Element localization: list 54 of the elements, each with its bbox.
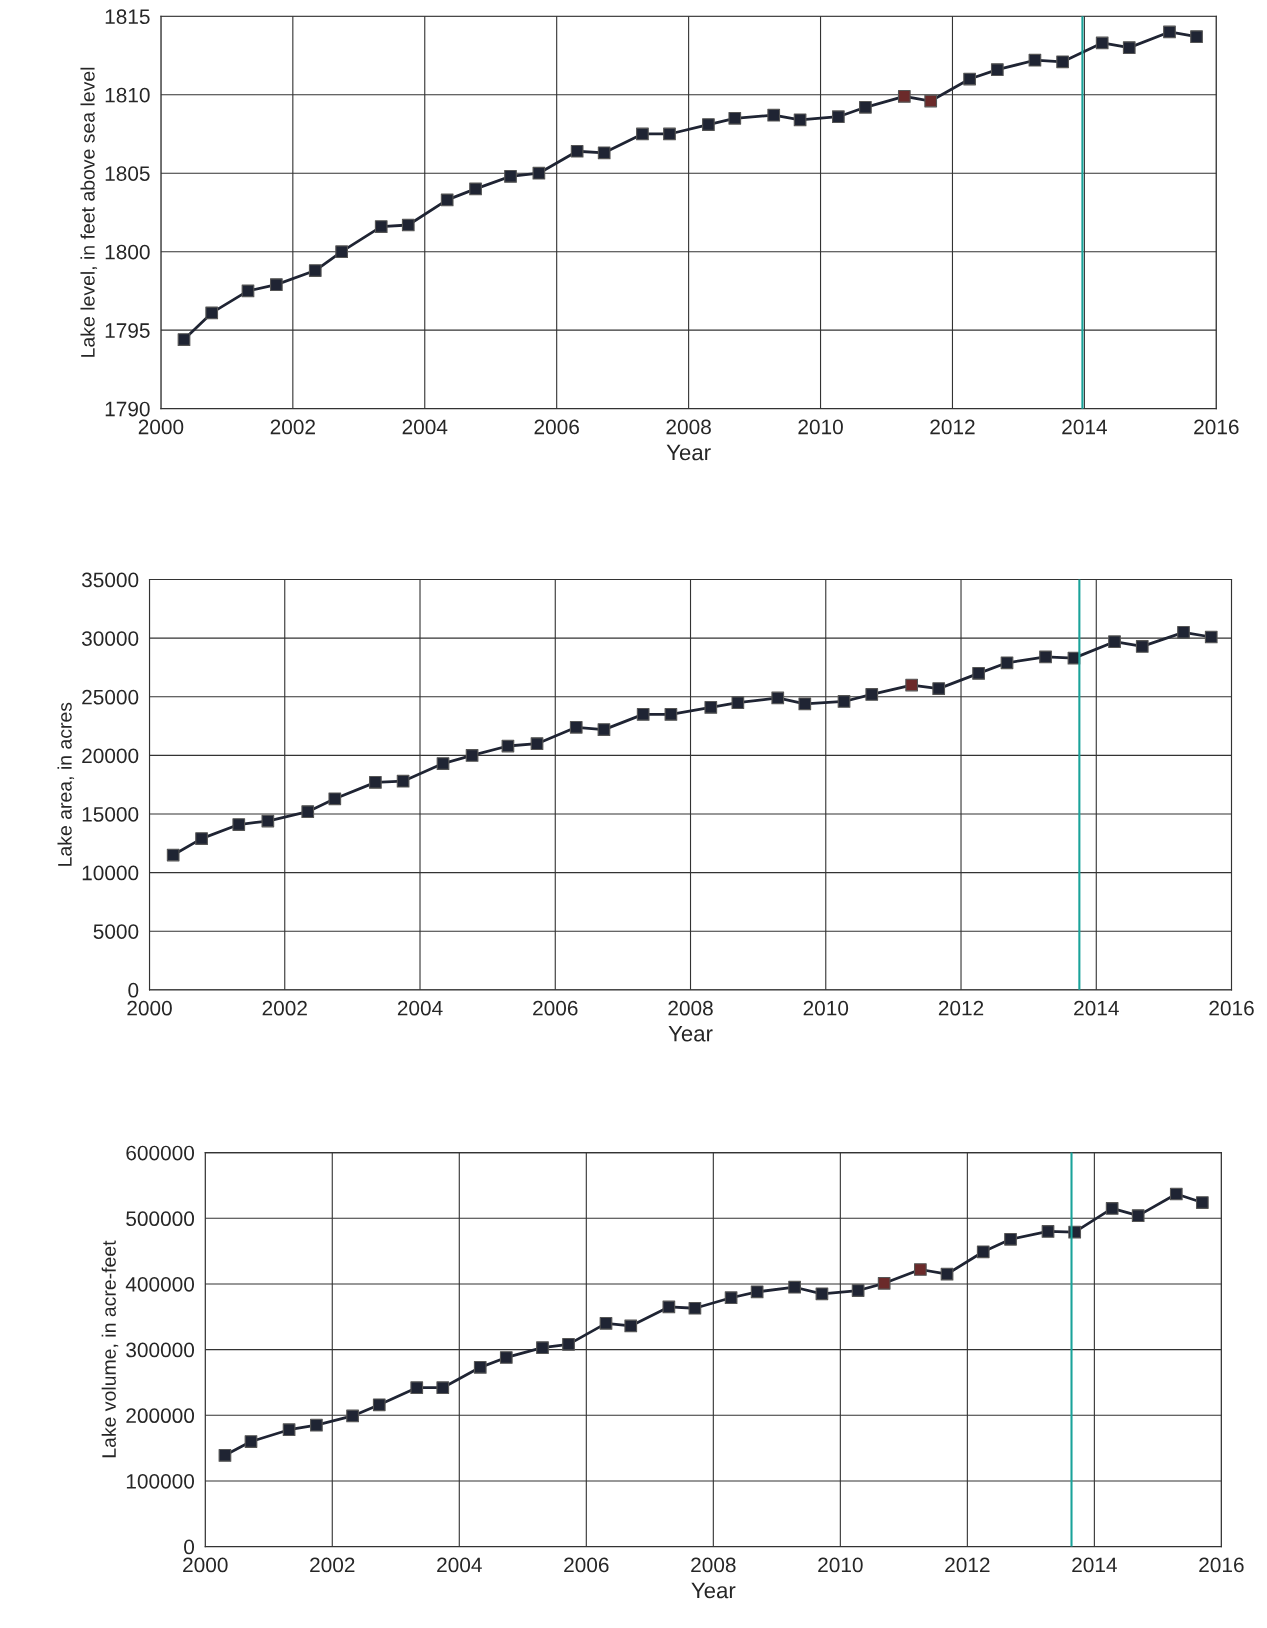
y-tick-label: 35000	[81, 572, 139, 588]
y-tick-label: 100000	[126, 1473, 195, 1489]
x-tick-label: 2000	[127, 1000, 172, 1016]
x-tick-label: 2010	[798, 419, 843, 435]
y-tick-label: 1805	[105, 166, 150, 181]
x-tick-label: 2016	[1194, 419, 1239, 435]
y-tick-label: 400000	[125, 1276, 195, 1292]
x-axis-title: Year	[691, 1582, 736, 1599]
y-tick-label: 30000	[81, 631, 139, 646]
y-axis-title: Lake level, in feet above sea level	[80, 67, 98, 357]
x-tick-label: 2016	[1209, 1000, 1254, 1016]
x-tick-label: 2012	[945, 1557, 990, 1573]
y-tick-label: 1815	[105, 9, 150, 25]
x-tick-label: 2010	[803, 1000, 849, 1016]
x-tick-label: 2002	[262, 1000, 307, 1016]
x-tick-label: 2008	[691, 1557, 736, 1573]
y-tick-label: 600000	[126, 1145, 195, 1161]
y-tick-label: 10000	[82, 865, 139, 881]
y-tick-label: 25000	[82, 689, 139, 705]
y-tick-label: 1790	[105, 401, 150, 417]
y-tick-label: 20000	[82, 748, 139, 764]
x-tick-label: 2006	[533, 1000, 578, 1016]
y-tick-label: 300000	[126, 1342, 195, 1358]
x-tick-label: 2006	[534, 419, 579, 435]
y-tick-label: 5000	[93, 924, 139, 939]
x-tick-label: 2002	[270, 419, 315, 435]
y-tick-label: 0	[184, 1539, 195, 1555]
x-tick-label: 2014	[1062, 419, 1107, 435]
x-tick-label: 2010	[818, 1557, 863, 1573]
x-axis-title: Year	[668, 1026, 713, 1042]
y-tick-label: 0	[128, 982, 139, 998]
x-tick-label: 2008	[666, 419, 711, 435]
y-tick-label: 500000	[126, 1211, 195, 1227]
x-tick-label: 2014	[1072, 1557, 1117, 1573]
x-tick-label: 2006	[564, 1557, 609, 1573]
y-axis-title: Lake area, in acres	[57, 702, 75, 866]
x-tick-label: 2004	[402, 419, 448, 435]
y-axis-title: Lake volume, in acre-feet	[101, 1240, 119, 1458]
y-tick-label: 1800	[105, 244, 150, 260]
x-axis-title: Year	[666, 444, 711, 461]
x-tick-label: 2012	[930, 419, 975, 435]
x-tick-label: 2012	[938, 1000, 984, 1016]
x-tick-label: 2000	[183, 1557, 228, 1573]
x-tick-label: 2016	[1199, 1557, 1244, 1573]
y-tick-label: 200000	[126, 1408, 195, 1424]
x-tick-label: 2000	[138, 419, 184, 435]
x-tick-label: 2002	[310, 1557, 355, 1573]
y-tick-label: 1795	[105, 323, 150, 338]
y-tick-label: 1810	[105, 87, 150, 103]
x-tick-label: 2004	[437, 1557, 482, 1573]
x-tick-label: 2014	[1074, 1000, 1119, 1016]
x-tick-label: 2008	[668, 1000, 713, 1016]
x-tick-label: 2004	[397, 1000, 443, 1016]
y-tick-label: 15000	[82, 807, 139, 822]
